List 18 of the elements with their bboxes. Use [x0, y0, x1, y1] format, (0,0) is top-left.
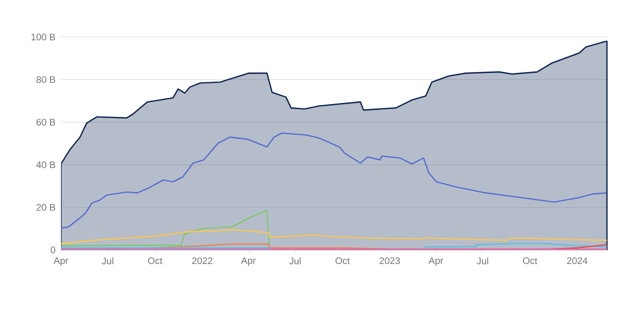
x-tick-label: Oct [148, 257, 162, 264]
y-tick-label: 60 B [36, 118, 56, 126]
x-tick-label: Oct [336, 257, 350, 264]
y-tick-label: 0 [50, 246, 56, 254]
y-tick-label: 100 B [32, 34, 56, 40]
x-tick-label: Apr [54, 257, 68, 266]
x-tick-label: Apr [428, 257, 444, 266]
y-tick-label: 20 B [36, 204, 56, 211]
y-tick-label: 80 B [36, 76, 56, 83]
x-tick-label: Apr [241, 257, 256, 266]
x-tick-label: 2022 [192, 257, 212, 264]
x-tick-label: 2023 [380, 257, 400, 264]
x-tick-label: Jul [102, 257, 114, 264]
x-tick-label: 2024 [567, 257, 588, 264]
x-tick-label: Jul [476, 257, 488, 264]
y-tick-label: 40 B [36, 161, 56, 168]
x-tick-label: Oct [522, 257, 538, 264]
x-tick-label: Jul [289, 257, 301, 264]
